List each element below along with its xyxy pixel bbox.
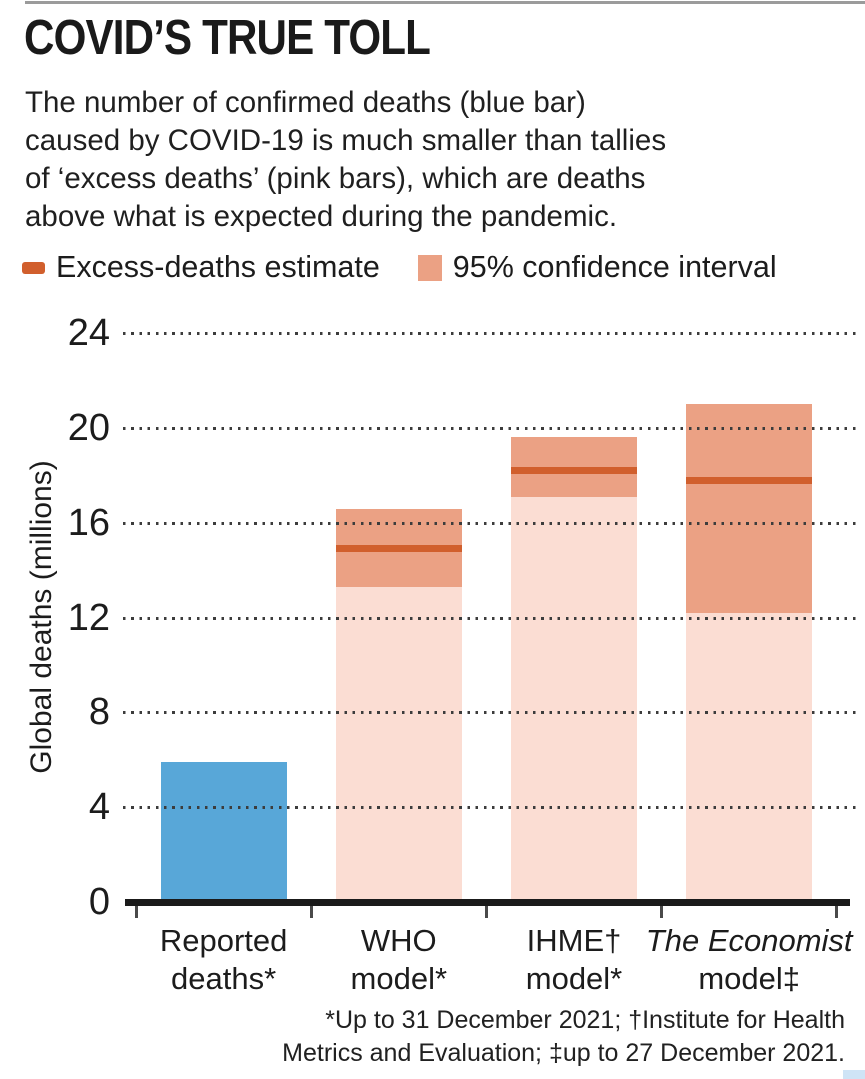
y-tick-label-0: 0 <box>88 881 110 923</box>
category-label: Reported deaths* <box>114 922 334 998</box>
footnote-line: *Up to 31 December 2021; †Institute for … <box>325 1006 845 1034</box>
page-title: COVID’S TRUE TOLL <box>24 11 431 65</box>
subtitle: The number of confirmed deaths (blue bar… <box>25 84 666 236</box>
x-tick <box>309 906 313 918</box>
category-label-line: model* <box>350 961 448 996</box>
category-label-line: deaths* <box>171 961 277 996</box>
ci-square-icon <box>417 254 442 281</box>
subtitle-line: of ‘excess deaths’ (pink bars), which ar… <box>25 162 646 195</box>
x-axis-line <box>125 899 850 906</box>
category-label: The Economist model‡ <box>639 922 859 998</box>
ci-fill-bar <box>511 437 637 902</box>
ci-band <box>686 404 813 613</box>
y-tick-label-4: 4 <box>88 786 110 829</box>
gridline-4 <box>123 806 858 810</box>
x-tick <box>835 906 839 918</box>
excess-estimate-line <box>511 467 637 475</box>
subtitle-line: The number of confirmed deaths (blue bar… <box>25 86 586 119</box>
gridline-12 <box>123 616 858 620</box>
gridline-20 <box>123 427 858 430</box>
ci-band <box>511 437 637 497</box>
gridline-16 <box>123 521 858 525</box>
legend: Excess-deaths estimate 95% confidence in… <box>22 250 777 285</box>
x-tick <box>484 906 488 918</box>
estimate-dash-icon <box>22 261 45 274</box>
x-tick <box>134 906 138 918</box>
legend-label-estimate: Excess-deaths estimate <box>56 250 380 284</box>
category-label-line: model* <box>525 961 623 996</box>
subtitle-line: caused by COVID-19 is much smaller than … <box>25 124 667 157</box>
category-label: WHO model* <box>289 922 509 998</box>
footnote: *Up to 31 December 2021; †Institute for … <box>282 1004 845 1070</box>
excess-estimate-line <box>335 545 462 553</box>
legend-label-ci: 95% confidence interval <box>452 250 777 284</box>
y-tick-label-12: 12 <box>67 596 110 639</box>
top-rule <box>25 1 865 4</box>
category-label-line: Reported <box>159 923 288 958</box>
x-tick <box>660 906 664 918</box>
category-label-line: The Economist <box>645 923 853 958</box>
y-tick-label-16: 16 <box>67 501 110 544</box>
y-tick-label-24: 24 <box>67 312 110 355</box>
corner-artifact <box>843 1070 865 1079</box>
category-label-line: model‡ <box>698 961 801 996</box>
gridline-24 <box>123 332 858 336</box>
footnote-line: Metrics and Evaluation; ‡up to 27 Decemb… <box>282 1039 845 1067</box>
y-tick-label-20: 20 <box>67 407 110 449</box>
category-label: IHME† model* <box>464 922 684 998</box>
y-tick-label-8: 8 <box>88 691 110 734</box>
subtitle-line: above what is expected during the pandem… <box>25 200 618 233</box>
category-label-line: WHO <box>360 923 437 958</box>
excess-estimate-line <box>686 476 813 484</box>
gridline-8 <box>123 711 858 715</box>
reported-deaths-bar <box>160 762 287 902</box>
category-label-line: IHME† <box>526 923 622 958</box>
